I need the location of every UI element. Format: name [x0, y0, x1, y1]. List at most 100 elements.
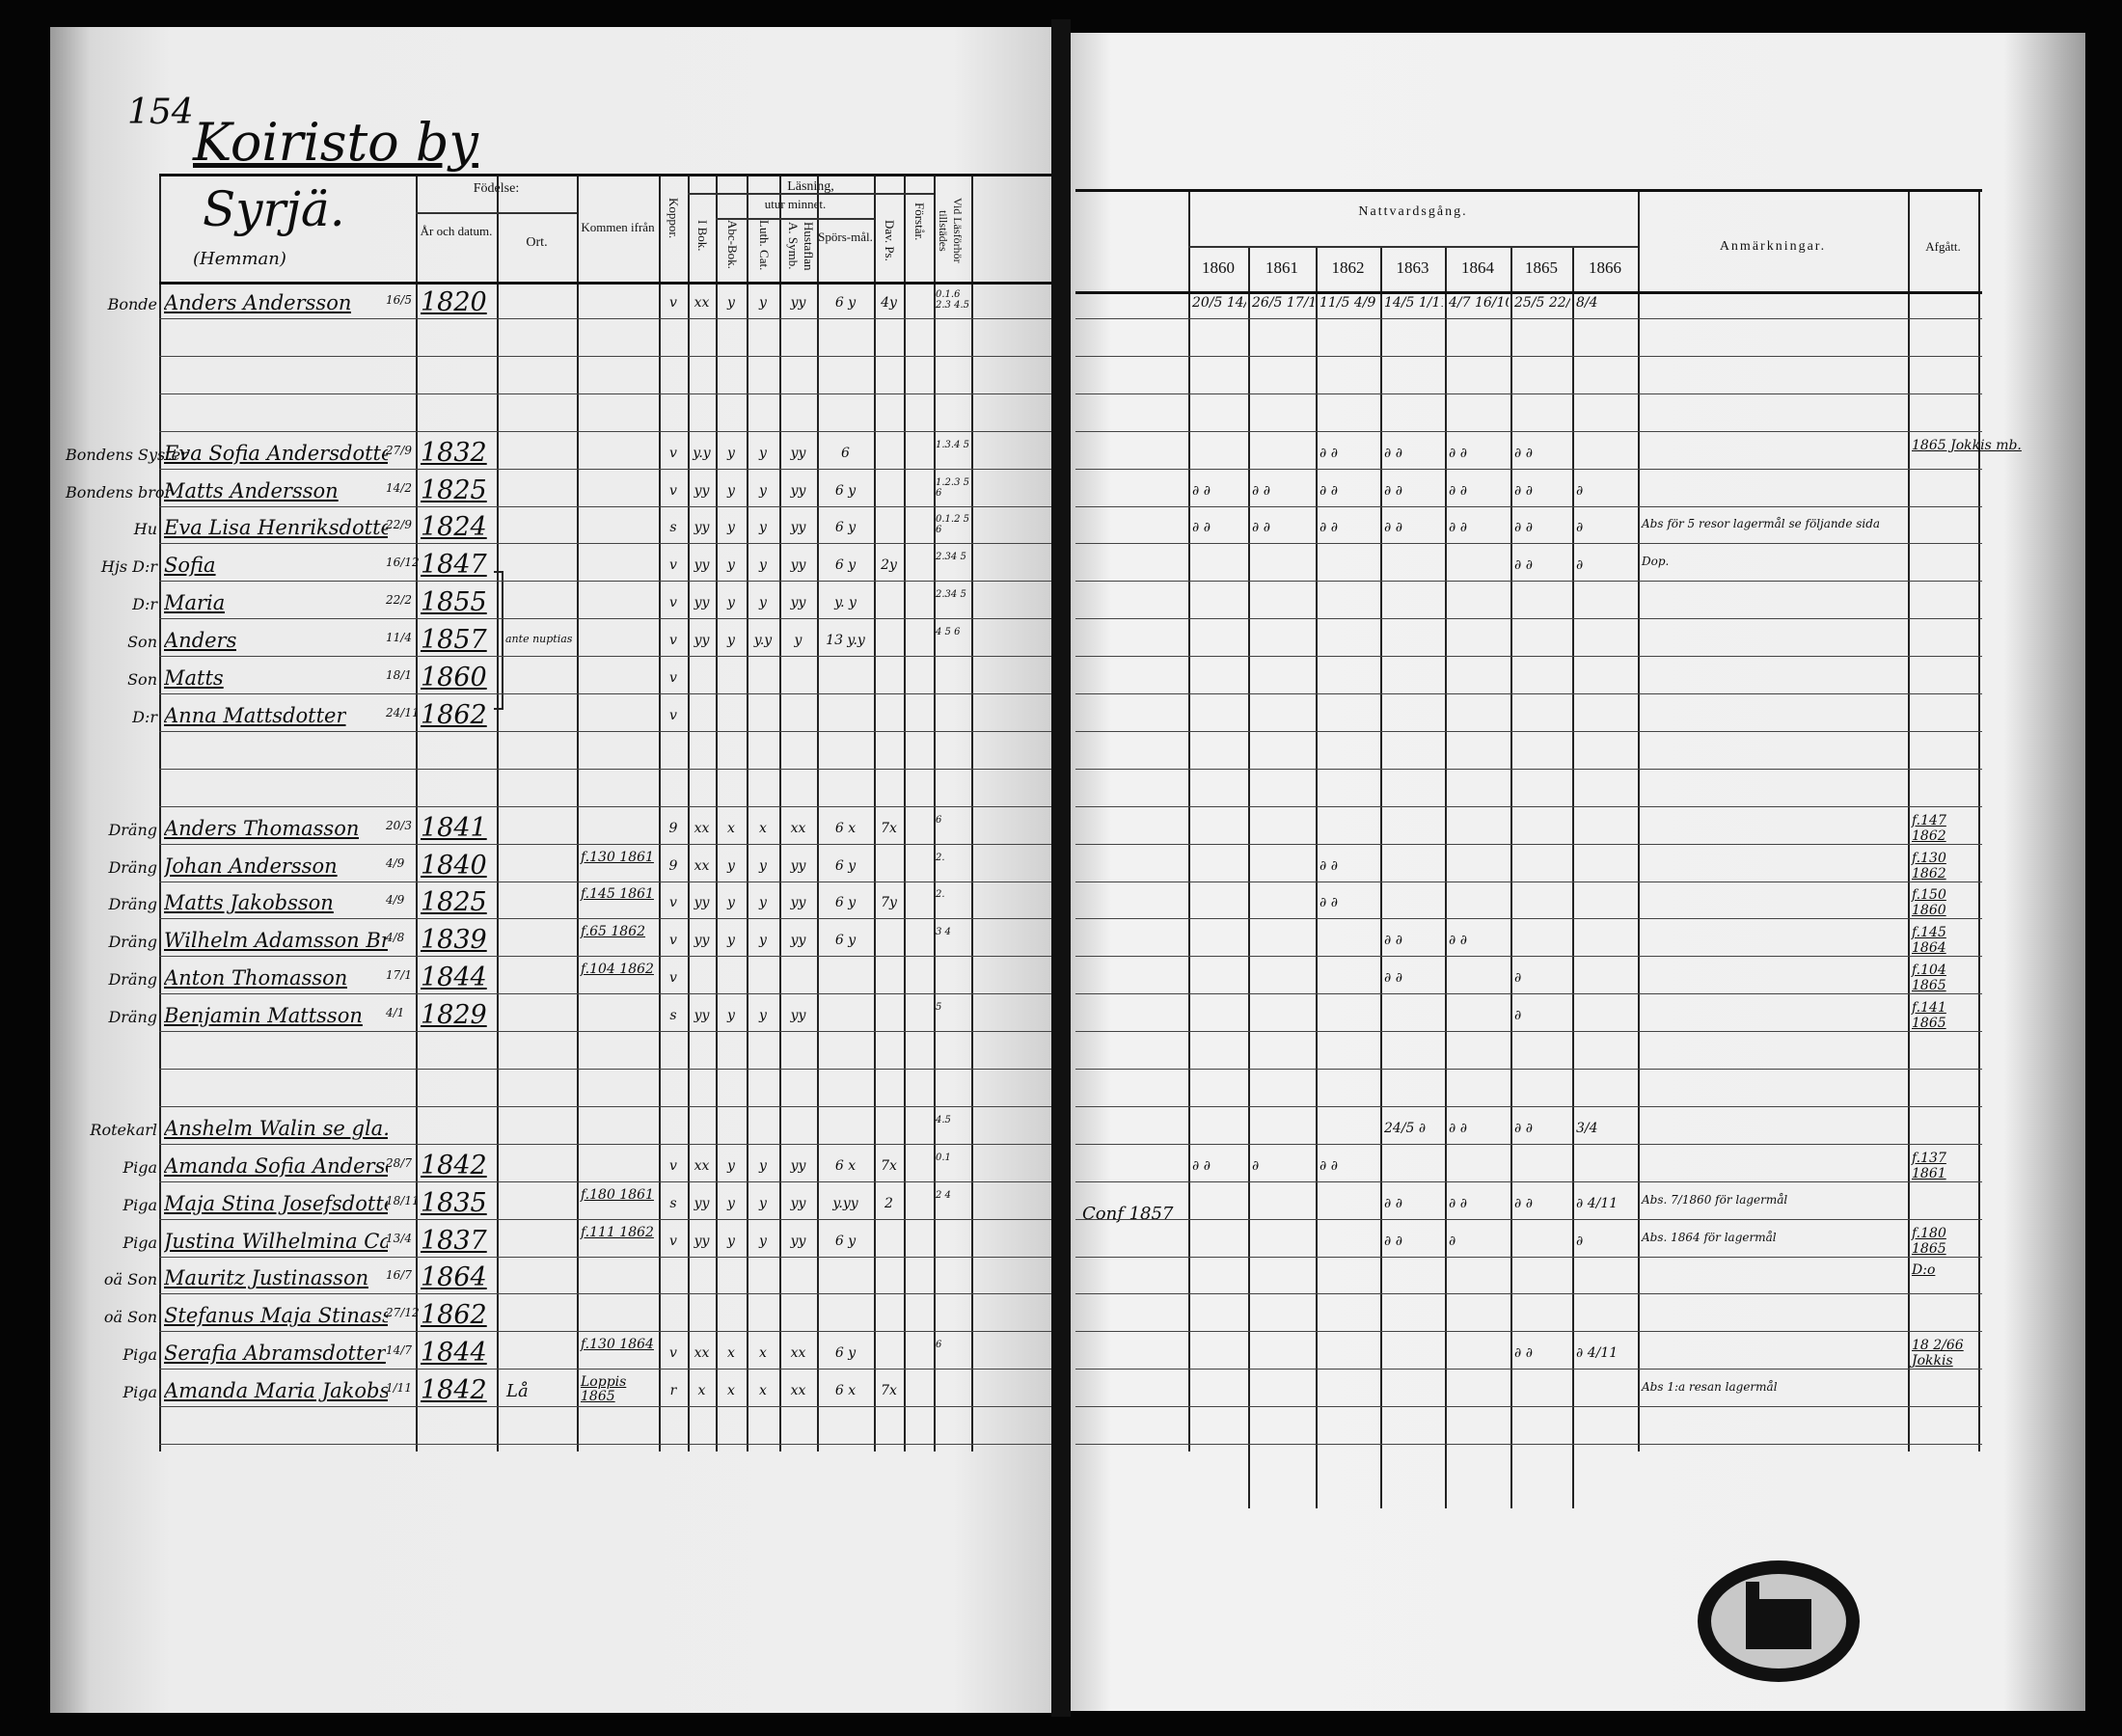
reading-mark: y — [727, 857, 735, 874]
reading-mark: y.y — [693, 445, 711, 461]
relation: D:r — [132, 707, 157, 726]
reading-mark: xx — [694, 1157, 710, 1174]
header-nattvardsgang: Nattvardsgång. — [1358, 204, 1468, 219]
header-anmarkningar: Anmärkningar. — [1719, 239, 1827, 254]
header-bottom-rule — [159, 282, 1056, 285]
anmarkning: Dop. — [1642, 555, 1670, 569]
nattvard-mark: ∂ ∂ — [1319, 482, 1338, 499]
header-dav-ps: Dav. Ps. — [883, 220, 897, 261]
row-rule — [1075, 1369, 1982, 1370]
column-rule — [904, 174, 906, 1451]
row-rule — [159, 918, 1051, 920]
person-name: Anna Mattsdotter — [164, 703, 346, 727]
birth-year: 1841 — [421, 812, 487, 843]
relation: Bondens Syster — [66, 445, 188, 464]
row-rule — [1075, 355, 1982, 357]
reading-mark: xx — [694, 295, 710, 311]
reading-mark: yy — [790, 520, 806, 536]
row-rule — [159, 1331, 1051, 1333]
relation: Bonde — [107, 295, 157, 313]
archive-stamp — [1698, 1560, 1860, 1682]
person-name: Stefanus Maja Stinasson — [164, 1304, 388, 1328]
reading-mark: x — [697, 1383, 706, 1399]
birth-year: 1864 — [421, 1262, 487, 1293]
row-rule — [1075, 393, 1982, 394]
row-rule — [159, 618, 1051, 620]
forhor-mark: 0.1.6 2.3 4.5 — [936, 289, 969, 311]
birth-date: 16/12 — [386, 556, 420, 570]
reading-mark: y. y — [834, 595, 857, 611]
reading-mark: 6 y — [834, 895, 857, 911]
forhor-mark: 4.5 — [936, 1114, 951, 1126]
farm-name: Syrjä. — [203, 181, 345, 237]
row-rule — [159, 843, 1051, 845]
reading-mark: v — [669, 1345, 677, 1362]
reading-mark: y — [759, 1195, 767, 1211]
forhor-mark: 1.3.4 5 — [936, 439, 969, 450]
nattvard-mark: ∂ ∂ — [1192, 1157, 1211, 1174]
nattvard-mark: ∂ — [1576, 1233, 1584, 1249]
forhor-mark: 2. — [936, 889, 945, 901]
reading-mark: y — [727, 595, 735, 611]
header-koppor: Koppor. — [667, 198, 681, 239]
row-rule — [159, 1256, 1051, 1258]
nattvard-mark: ∂ ∂ — [1252, 482, 1270, 499]
birth-year: 1844 — [421, 1338, 487, 1369]
nattvard-mark: ∂ ∂ — [1192, 482, 1211, 499]
column-rule — [1572, 246, 1574, 1508]
kommen-ifran: f.180 1861 — [581, 1186, 654, 1203]
reading-mark: 7x — [881, 1383, 897, 1399]
year-header-1865: 1865 — [1525, 258, 1558, 277]
reading-mark: x — [727, 1383, 735, 1399]
reading-mark: 6 y — [834, 295, 857, 311]
birth-year: 1860 — [421, 663, 487, 692]
birth-year: 1820 — [421, 287, 487, 317]
header-hustaflan: Hustaflan A. Symb. — [786, 221, 816, 271]
person-name: Maria — [164, 591, 226, 615]
birth-date: 4/1 — [386, 1006, 405, 1020]
person-name: Eva Sofia Andersdotter — [164, 441, 388, 465]
nattvard-mark: 20/5 14/10 — [1192, 295, 1246, 311]
reading-mark: y — [759, 1157, 767, 1174]
village-title: Koiristo by — [193, 112, 478, 173]
reading-mark: xx — [790, 1345, 806, 1362]
column-rule — [659, 174, 661, 1451]
person-name: Eva Lisa Henriksdotter — [164, 516, 388, 540]
nattvard-mark: ∂ ∂ — [1514, 1345, 1533, 1362]
relation: Piga — [122, 1383, 157, 1402]
forhor-mark: 2.34 5 — [936, 552, 966, 563]
nattvard-mark: ∂ ∂ — [1449, 482, 1467, 499]
year-header-1860: 1860 — [1202, 258, 1235, 277]
column-rule — [1316, 246, 1318, 1508]
birth-date: 28/7 — [386, 1155, 412, 1170]
person-name: Anton Thomasson — [164, 966, 348, 990]
birth-year: 1847 — [421, 550, 487, 581]
nattvard-mark: 26/5 17/10 — [1252, 295, 1314, 311]
row-rule — [1075, 1105, 1982, 1107]
afgatt-note: f.130 1862 — [1912, 850, 1946, 882]
reading-mark: xx — [790, 820, 806, 836]
year-header-1861: 1861 — [1265, 258, 1298, 277]
nattvard-mark: 8/4 — [1576, 295, 1598, 311]
row-rule — [159, 1105, 1051, 1107]
birth-date: 11/4 — [386, 631, 412, 645]
afgatt-note: f.104 1865 — [1912, 963, 1946, 994]
reading-mark: yy — [694, 1233, 710, 1249]
birth-date: 4/9 — [386, 893, 405, 908]
row-rule — [159, 805, 1051, 807]
birth-year: 1839 — [421, 925, 487, 956]
reading-mark: y — [759, 857, 767, 874]
relation: Dräng — [108, 820, 157, 839]
anmarkning: Abs för 5 resor lagermål se följande sid… — [1642, 517, 1881, 531]
reading-mark: v — [669, 482, 677, 499]
person-name: Matts — [164, 666, 224, 690]
row-rule — [159, 1218, 1051, 1220]
reading-mark: xx — [694, 1345, 710, 1362]
row-rule — [1075, 1143, 1982, 1145]
right-page — [1071, 33, 2085, 1711]
column-rule — [1638, 189, 1640, 1451]
reading-mark: yy — [694, 633, 710, 649]
relation: Dräng — [108, 970, 157, 990]
row-rule — [159, 1406, 1051, 1408]
birth-date: 4/8 — [386, 931, 405, 945]
